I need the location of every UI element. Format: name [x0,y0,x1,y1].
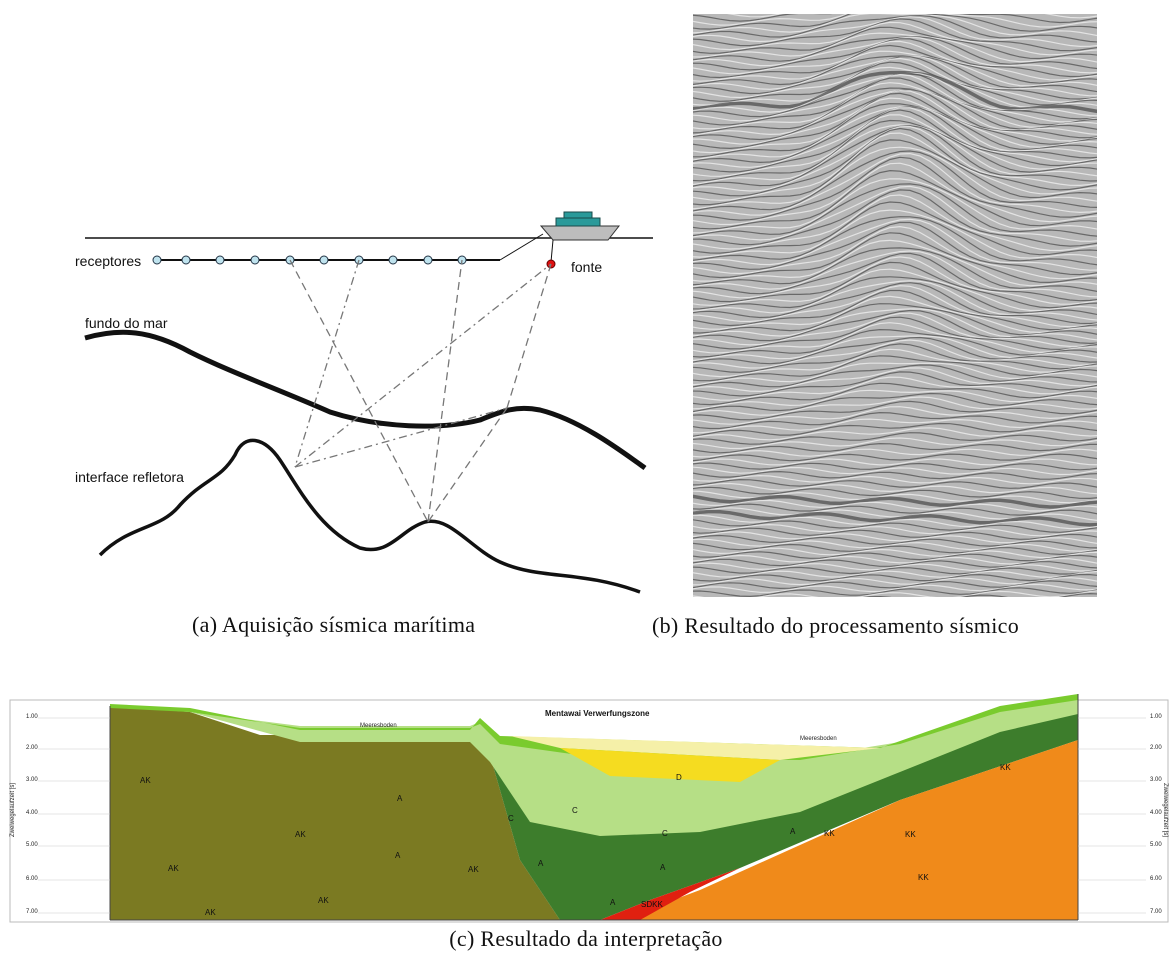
ray [295,264,551,467]
tick-label: 2.00 [1150,745,1162,751]
layer-label: A [610,898,616,907]
layer-label: AK [140,776,151,785]
layer-label: C [508,814,514,823]
reflector-label: interface refletora [75,469,184,485]
axis-label: Zweiwegelaufzeit [s] [1162,783,1168,837]
reflector-trace [690,597,1100,609]
tick-label: 1.00 [26,714,38,720]
layer-label: SDKK [641,900,663,909]
tick-label: 5.00 [1150,842,1162,848]
panel-c: Mentawai Verwerfungszone Meeresboden Mee… [10,694,1168,922]
ray [507,264,551,408]
layer-label: AK [468,865,479,874]
tick-label: 6.00 [26,876,38,882]
source-line [551,240,553,262]
receiver [182,256,190,264]
tick-label: 2.00 [26,745,38,751]
reflector [100,440,640,592]
tick-label: 3.00 [1150,777,1162,783]
layer-label: A [660,863,666,872]
tick-label: 7.00 [1150,909,1162,915]
panel-b [690,0,1100,609]
layer-label: KK [918,873,929,882]
ray-paths [290,260,551,522]
section-title: Mentawai Verwerfungszone [545,709,650,718]
figure-canvas: receptores fonte fundo do mar interface … [0,0,1172,961]
layer-label: C [662,829,668,838]
panel-a: receptores fonte fundo do mar interface … [75,212,653,592]
layer-label: KK [1000,763,1011,772]
ship-hull [541,226,619,240]
receivers-label: receptores [75,253,141,269]
figure: receptores fonte fundo do mar interface … [0,0,1172,961]
caption-c: (c) Resultado da interpretação [0,926,1172,952]
caption-a: (a) Aquisição sísmica marítima [192,612,475,638]
receiver [153,256,161,264]
ray [290,260,428,522]
layer-label: C [572,806,578,815]
tick-label: 1.00 [1150,714,1162,720]
layer-label: KK [905,830,916,839]
receiver [216,256,224,264]
tick-label: 5.00 [26,842,38,848]
layer-label: A [395,851,401,860]
layer-label: A [538,859,544,868]
receiver [424,256,432,264]
seafloor-label: Meeresboden [360,723,397,729]
caption-b: (b) Resultado do processamento sísmico [652,612,1122,640]
ray [295,408,507,467]
ray [428,260,462,522]
axis-label: Zweiwegelaufzeit [s] [10,783,16,837]
layer-label: A [790,827,796,836]
receiver [389,256,397,264]
seafloor-label: fundo do mar [85,315,168,331]
tick-label: 6.00 [1150,876,1162,882]
layer-label: A [397,794,403,803]
receiver [320,256,328,264]
tick-label: 4.00 [26,810,38,816]
layer-label: AK [205,908,216,917]
layer-label: KK [824,829,835,838]
layer-label: AK [295,830,306,839]
seafloor-label: Meeresboden [800,736,837,742]
seismic-section [693,14,1097,597]
reflector-trace [690,0,1100,13]
tick-label: 7.00 [26,909,38,915]
source-label: fonte [571,259,602,275]
tick-label: 4.00 [1150,810,1162,816]
ship-cabin [564,212,592,218]
ray [295,260,359,467]
layer-label: D [676,773,682,782]
tick-label: 3.00 [26,777,38,783]
ship-deck [556,218,600,226]
receiver [251,256,259,264]
layer-label: AK [318,896,329,905]
layer-label: AK [168,864,179,873]
